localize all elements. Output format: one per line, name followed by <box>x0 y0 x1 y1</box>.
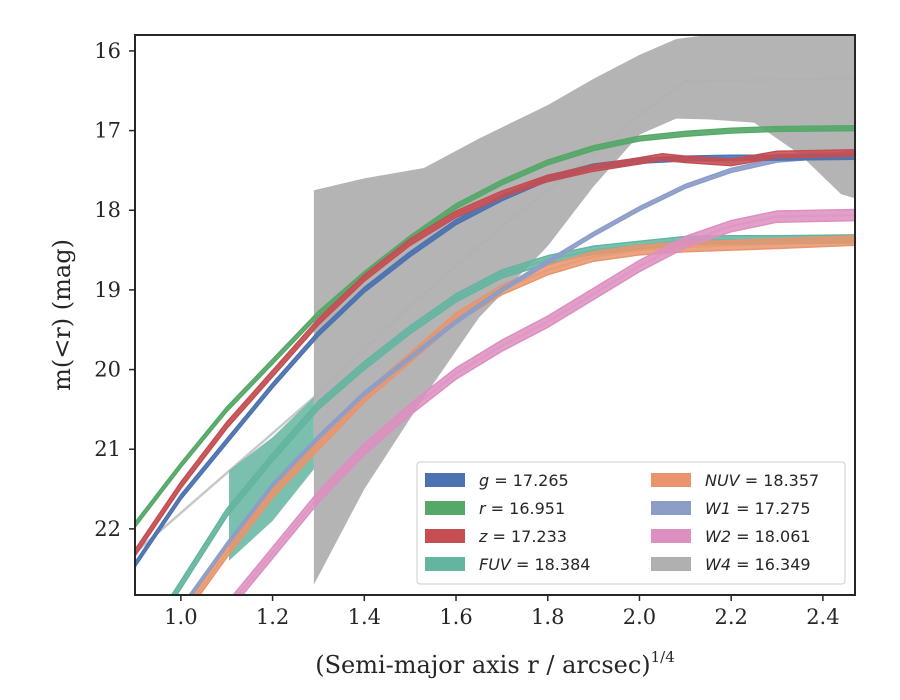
legend-band-name: W4 <box>705 555 731 574</box>
legend-label-w1: W1 = 17.275 <box>705 499 811 518</box>
y-tick-label: 20 <box>94 358 121 382</box>
legend-band-value: = 17.275 <box>731 499 811 518</box>
legend-label-g: g = 17.265 <box>479 471 569 490</box>
legend-swatch-w4 <box>651 557 691 571</box>
legend-item-nuv: NUV = 18.357 <box>651 471 819 490</box>
legend-band-value: = 16.951 <box>486 499 566 518</box>
legend-band-name: W2 <box>705 527 731 546</box>
legend-label-z: z = 17.233 <box>478 527 567 546</box>
y-axis-ticks: 16 17 18 19 20 21 22 <box>94 39 135 541</box>
legend-item-g: g = 17.265 <box>425 471 569 490</box>
legend-band-name: g <box>479 471 489 490</box>
legend-swatch-w1 <box>651 501 691 515</box>
x-tick-label: 1.6 <box>439 605 472 629</box>
y-tick-label: 17 <box>94 119 121 143</box>
legend-label-w2: W2 = 18.061 <box>705 527 811 546</box>
y-tick-label: 22 <box>94 517 121 541</box>
legend-swatch-g <box>425 473 465 487</box>
band-w2-uncertainty <box>232 208 855 595</box>
band-z-uncertainty <box>135 148 855 558</box>
x-tick-label: 1.4 <box>348 605 381 629</box>
legend-band-name: NUV <box>705 471 741 490</box>
legend-frame <box>416 461 846 585</box>
x-tick-label: 2.4 <box>806 605 839 629</box>
legend-swatch-z <box>425 529 465 543</box>
legend-item-z: z = 17.233 <box>425 527 567 546</box>
legend-swatch-r <box>425 501 465 515</box>
legend-label-nuv: NUV = 18.357 <box>705 471 819 490</box>
legend-item-r: r = 16.951 <box>425 499 565 518</box>
legend-label-w4: W4 = 16.349 <box>705 555 811 574</box>
legend-item-fuv: FUV = 18.384 <box>425 555 590 574</box>
legend-band-value: = 17.265 <box>489 471 569 490</box>
legend-band-value: = 18.061 <box>731 527 811 546</box>
legend-item-w1: W1 = 17.275 <box>651 499 811 518</box>
band-g-uncertainty <box>135 153 855 569</box>
legend-band-name: r <box>479 499 487 518</box>
legend-item-w2: W2 = 18.061 <box>651 527 811 546</box>
x-axis-label-exponent: 1/4 <box>651 648 675 666</box>
x-axis-ticks: 1.0 1.2 1.4 1.6 1.8 2.0 2.2 2.4 <box>164 595 840 629</box>
band-w1-uncertainty <box>188 150 855 595</box>
x-tick-label: 1.2 <box>256 605 289 629</box>
band-r-uncertainty <box>135 125 855 529</box>
legend-item-w4: W4 = 16.349 <box>651 555 811 574</box>
band-fuv-uncertainty <box>170 234 855 595</box>
x-tick-label: 1.0 <box>164 605 197 629</box>
legend-label-fuv: FUV = 18.384 <box>479 555 590 574</box>
legend-band-name: z <box>478 527 488 546</box>
x-tick-label: 2.0 <box>623 605 656 629</box>
x-tick-label: 1.8 <box>531 605 564 629</box>
x-axis-label-main: (Semi-major axis r / arcsec) <box>315 651 650 679</box>
y-tick-label: 21 <box>94 437 121 461</box>
legend-label-r: r = 16.951 <box>479 499 565 518</box>
legend-swatch-fuv <box>425 557 465 571</box>
y-tick-label: 19 <box>94 278 121 302</box>
legend-band-value: = 18.384 <box>511 555 591 574</box>
legend-swatch-w2 <box>651 529 691 543</box>
legend-band-name: FUV <box>479 555 512 574</box>
y-tick-label: 16 <box>94 39 121 63</box>
y-axis-label: m(<r) (mag) <box>48 239 76 391</box>
legend-band-name: W1 <box>705 499 731 518</box>
x-tick-label: 2.2 <box>714 605 747 629</box>
x-axis-label: (Semi-major axis r / arcsec)1/4 <box>315 648 675 679</box>
band-w4-model-line <box>135 77 855 554</box>
plot-frame <box>134 34 856 596</box>
legend-swatch-nuv <box>651 473 691 487</box>
curve-layer <box>135 35 855 595</box>
legend-band-value: = 16.349 <box>731 555 811 574</box>
y-tick-label: 18 <box>94 198 121 222</box>
band-w4-uncertainty <box>313 35 855 585</box>
legend-band-value: = 18.357 <box>740 471 820 490</box>
legend-band-value: = 17.233 <box>487 527 567 546</box>
